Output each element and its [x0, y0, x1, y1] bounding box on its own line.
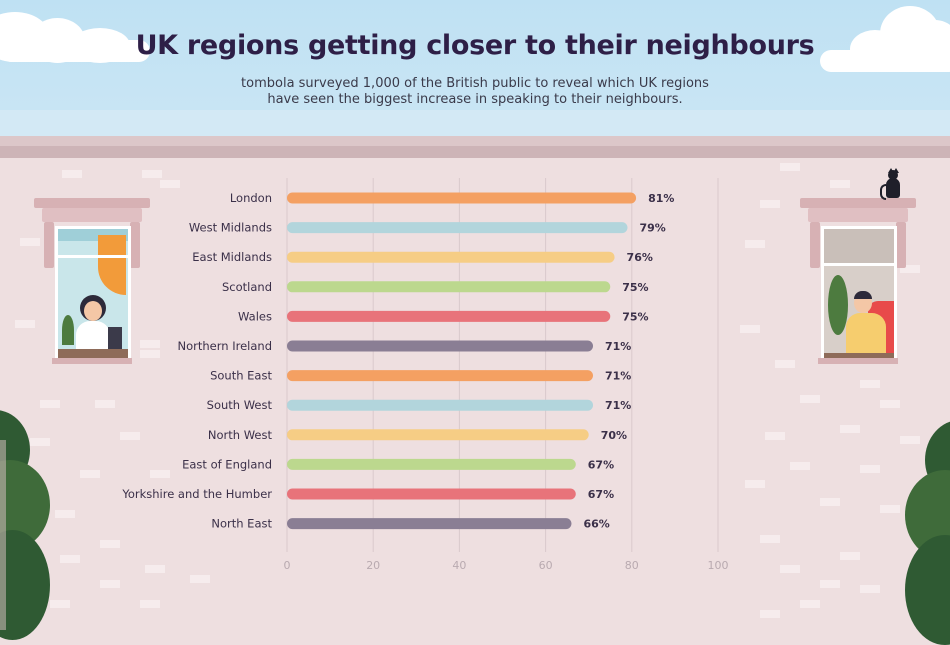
bar-north-east: [287, 518, 572, 530]
bar-chart: 0 20 40 60 80 100 London 81% West Midlands 79% Eas…: [121, 178, 729, 572]
roof-ledge-shadow: [0, 146, 950, 158]
subtitle-line-2: have seen the biggest increase in speaki…: [267, 92, 683, 107]
bar-north-west: [287, 429, 589, 441]
x-tick-label: 40: [452, 559, 466, 572]
sky-band: [0, 110, 950, 138]
bar-yorkshire-and-the-humber: [287, 488, 576, 500]
value-label: 75%: [622, 310, 648, 323]
value-label: 70%: [601, 429, 627, 442]
value-label: 81%: [648, 192, 674, 205]
category-label: Yorkshire and the Humber: [121, 487, 272, 501]
category-label: North East: [211, 517, 272, 531]
bar-east-of-england: [287, 458, 576, 470]
bar-south-east: [287, 370, 594, 382]
category-label: London: [230, 191, 272, 205]
value-label: 67%: [588, 488, 614, 501]
bar-scotland: [287, 281, 611, 293]
x-tick-label: 60: [539, 559, 553, 572]
category-label: South West: [207, 398, 273, 412]
value-label: 75%: [622, 281, 648, 294]
bar-south-west: [287, 399, 594, 411]
bars: [287, 192, 637, 530]
cat-icon: [880, 168, 902, 200]
labels: 0 20 40 60 80 100 London 81% West Midlands 79% Eas…: [121, 191, 728, 572]
roof-ledge: [0, 136, 950, 146]
page-subtitle: tombola surveyed 1,000 of the British pu…: [200, 76, 750, 108]
x-tick-label: 100: [708, 559, 729, 572]
bar-west-midlands: [287, 222, 628, 234]
x-tick-label: 0: [284, 559, 291, 572]
category-label: West Midlands: [189, 221, 272, 235]
bar-london: [287, 192, 637, 204]
value-label: 66%: [583, 518, 609, 531]
category-label: Northern Ireland: [178, 339, 272, 353]
category-label: Scotland: [222, 280, 272, 294]
value-label: 79%: [639, 222, 665, 235]
value-label: 71%: [605, 340, 631, 353]
value-label: 71%: [605, 370, 631, 383]
category-label: Wales: [238, 309, 272, 323]
subtitle-line-1: tombola surveyed 1,000 of the British pu…: [241, 76, 709, 91]
bar-wales: [287, 310, 611, 322]
category-label: East Midlands: [192, 250, 272, 264]
x-tick-label: 80: [625, 559, 639, 572]
page-title: UK regions getting closer to their neigh…: [135, 30, 815, 61]
category-label: South East: [210, 369, 272, 383]
category-label: East of England: [182, 457, 272, 471]
x-tick-label: 20: [366, 559, 380, 572]
value-label: 71%: [605, 399, 631, 412]
category-label: North West: [208, 428, 273, 442]
value-label: 67%: [588, 458, 614, 471]
bar-east-midlands: [287, 251, 615, 263]
bar-northern-ireland: [287, 340, 594, 352]
value-label: 76%: [627, 251, 653, 264]
